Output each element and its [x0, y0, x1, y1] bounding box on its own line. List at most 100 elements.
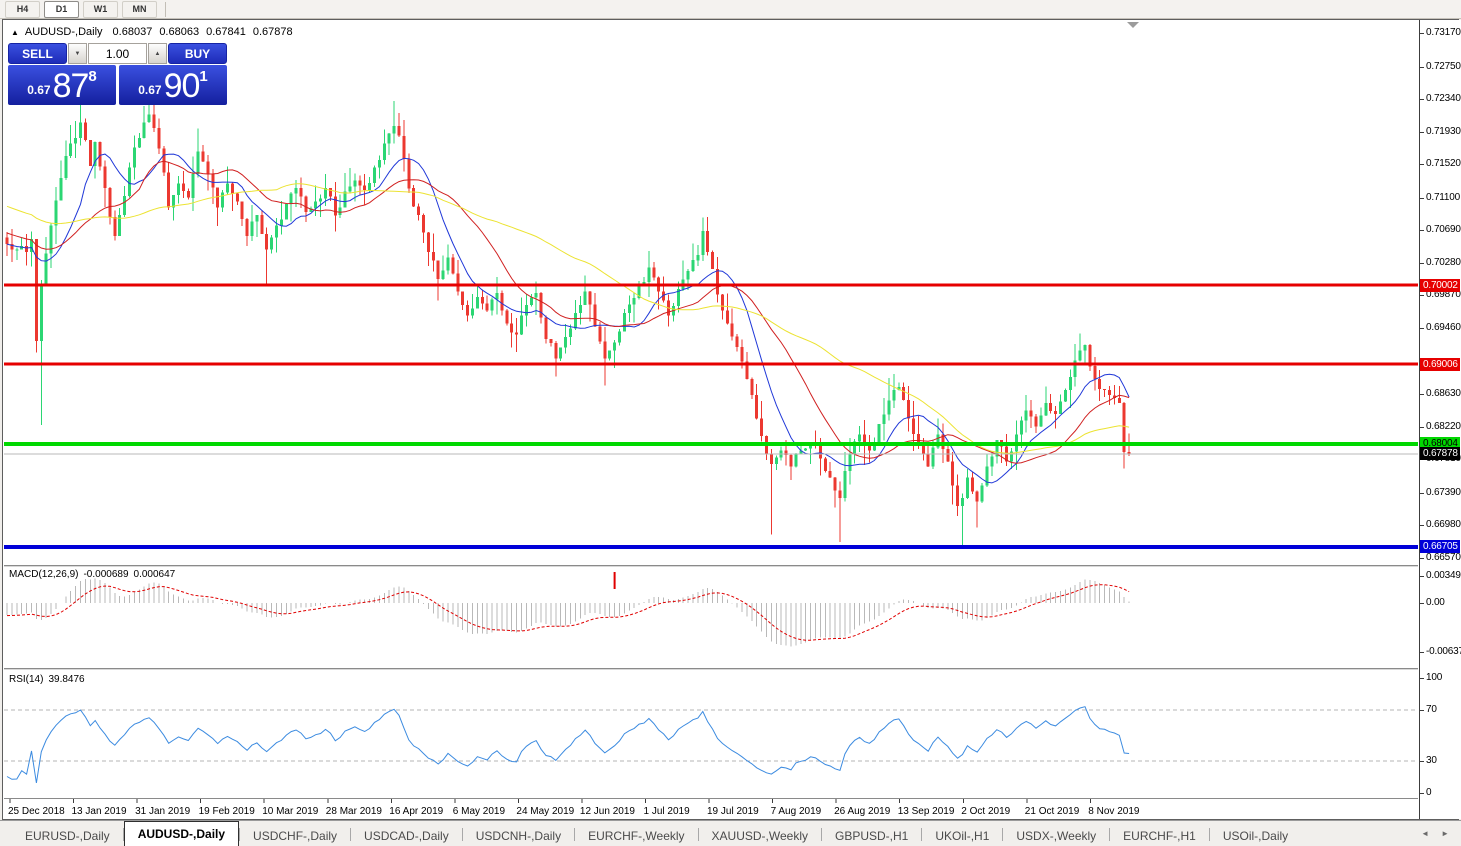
sell-price-display[interactable]: 0.67 87 8 — [8, 65, 116, 105]
bull-candle — [221, 192, 225, 208]
bear-candle — [108, 188, 112, 217]
bear-candle — [431, 251, 435, 261]
chart-tab-xauusdweekly[interactable]: XAUUSD-,Weekly — [711, 828, 808, 843]
chart-tab-audusddaily[interactable]: AUDUSD-,Daily — [123, 821, 240, 846]
level-price-badge-0.70002: 0.70002 — [1420, 278, 1460, 292]
date-label: 13 Sep 2019 — [898, 806, 955, 817]
bear-candle — [951, 461, 955, 486]
bear-candle — [1108, 390, 1111, 396]
bear-candle — [466, 305, 470, 316]
bull-candle — [39, 285, 43, 341]
price-axis-label: 0.71520 — [1426, 158, 1461, 170]
bear-candle — [304, 196, 308, 212]
bull-candle — [123, 196, 127, 216]
bear-candle — [539, 293, 543, 318]
macd-axis-label-tick — [1420, 603, 1424, 604]
date-label: 6 May 2019 — [453, 806, 506, 817]
chart-tab-eurusddaily[interactable]: EURUSD-,Daily — [25, 828, 110, 843]
volume-increase-button[interactable]: ▲ — [148, 43, 167, 64]
bear-candle — [956, 485, 960, 507]
date-label: 24 May 2019 — [516, 806, 574, 817]
bear-candle — [83, 122, 87, 141]
chart-tab-gbpusdh1[interactable]: GBPUSD-,H1 — [835, 828, 909, 843]
chart-tab-eurchfweekly[interactable]: EURCHF-,Weekly — [588, 828, 685, 843]
chart-tab-usdcaddaily[interactable]: USDCAD-,Daily — [364, 828, 449, 843]
bull-candle — [892, 390, 896, 401]
price-axis-label: 0.72340 — [1426, 93, 1461, 105]
buy-price-display[interactable]: 0.67 90 1 — [119, 65, 227, 105]
chart-tab-usdchfdaily[interactable]: USDCHF-,Daily — [253, 828, 338, 843]
bull-candle — [872, 442, 876, 451]
bull-candle — [1068, 377, 1072, 391]
bull-candle — [79, 122, 82, 138]
macd-signal-line — [6, 584, 1130, 641]
sell-price-big-digits: 87 — [52, 67, 90, 105]
moving-average-22[interactable] — [6, 160, 1130, 464]
price-axis-label-tick — [1420, 262, 1424, 264]
bull-candle — [495, 293, 499, 300]
price-axis-label-tick — [1420, 557, 1424, 559]
bear-candle — [333, 196, 337, 216]
timeframe-button-w1[interactable]: W1 — [83, 0, 118, 18]
price-panel[interactable] — [4, 98, 1418, 549]
moving-average-50[interactable] — [6, 183, 1130, 454]
timeframe-button-h4[interactable]: H4 — [5, 0, 40, 18]
bear-candle — [10, 243, 14, 250]
bear-candle — [1117, 398, 1121, 403]
buy-button[interactable]: BUY — [168, 43, 227, 64]
chart-tab-ukoilh1[interactable]: UKOil-,H1 — [935, 828, 990, 843]
chart-tab-usdxweekly[interactable]: USDX-,Weekly — [1016, 828, 1097, 843]
bear-candle — [750, 378, 754, 396]
date-label: 12 Jun 2019 — [580, 806, 635, 817]
shift-end-marker-icon[interactable] — [1127, 22, 1139, 28]
macd-axis-label-tick — [1420, 575, 1424, 577]
bear-candle — [88, 140, 92, 166]
sell-button[interactable]: SELL — [8, 43, 67, 64]
price-axis-label: 0.68630 — [1426, 388, 1461, 400]
tab-scroll-left-icon[interactable]: ◄ — [1421, 829, 1430, 838]
bull-candle — [93, 142, 97, 166]
bull-candle — [64, 156, 68, 178]
bear-candle — [230, 183, 234, 194]
bull-candle — [583, 291, 587, 305]
bear-candle — [716, 269, 719, 295]
bear-candle — [916, 433, 920, 443]
price-axis[interactable]: 0.73170 0.72750 0.72340 0.71930 0.71520 0.711… — [1419, 20, 1461, 819]
chart-tab-eurchfh1[interactable]: EURCHF-,H1 — [1123, 828, 1196, 843]
bear-candle — [240, 201, 244, 220]
bear-candle — [451, 257, 455, 274]
tab-scroll-right-icon[interactable]: ► — [1441, 829, 1449, 838]
price-axis-label: 0.67390 — [1426, 486, 1461, 498]
bear-candle — [926, 454, 930, 467]
bull-candle — [1078, 350, 1082, 361]
bear-candle — [103, 166, 107, 189]
chart-tab-usoildaily[interactable]: USOil-,Daily — [1222, 828, 1289, 843]
volume-decrease-button[interactable]: ▼ — [68, 43, 87, 64]
bear-candle — [603, 341, 607, 359]
bull-candle — [30, 239, 33, 252]
collapse-icon[interactable]: ▲ — [11, 27, 19, 37]
timeframe-button-mn[interactable]: MN — [122, 0, 157, 18]
bear-candle — [480, 297, 484, 304]
bull-candle — [858, 434, 862, 442]
bear-candle — [1049, 402, 1053, 411]
bull-candle — [284, 204, 288, 220]
bull-candle — [147, 114, 151, 123]
chart-tab-bar: EURUSD-,Daily AUDUSD-,Daily USDCHF-,Daily U… — [0, 820, 1461, 846]
tab-separator — [461, 828, 463, 841]
date-label: 7 Aug 2019 — [771, 806, 822, 817]
bear-candle — [260, 215, 264, 234]
bear-candle — [970, 477, 974, 492]
chart-tab-usdcnhdaily[interactable]: USDCNH-,Daily — [475, 828, 562, 843]
bear-candle — [544, 317, 548, 340]
moving-average-10[interactable] — [6, 153, 1130, 484]
bull-candle — [1073, 360, 1077, 378]
bear-candle — [1112, 395, 1116, 398]
volume-input[interactable] — [88, 43, 147, 64]
bull-candle — [853, 441, 857, 454]
timeframe-button-d1[interactable]: D1 — [44, 0, 79, 18]
bull-candle — [118, 215, 122, 236]
buy-price-prefix: 0.67 — [138, 83, 162, 97]
bull-candle — [172, 195, 176, 208]
